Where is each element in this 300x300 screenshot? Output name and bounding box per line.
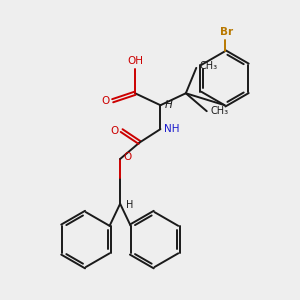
Text: H: H: [165, 100, 173, 110]
Text: Br: Br: [220, 27, 233, 37]
Text: O: O: [101, 96, 110, 106]
Text: CH₃: CH₃: [200, 61, 218, 71]
Text: O: O: [110, 126, 118, 136]
Text: OH: OH: [127, 56, 143, 66]
Text: CH₃: CH₃: [210, 106, 228, 116]
Text: NH: NH: [164, 124, 179, 134]
Text: O: O: [124, 152, 132, 163]
Text: H: H: [125, 200, 133, 210]
